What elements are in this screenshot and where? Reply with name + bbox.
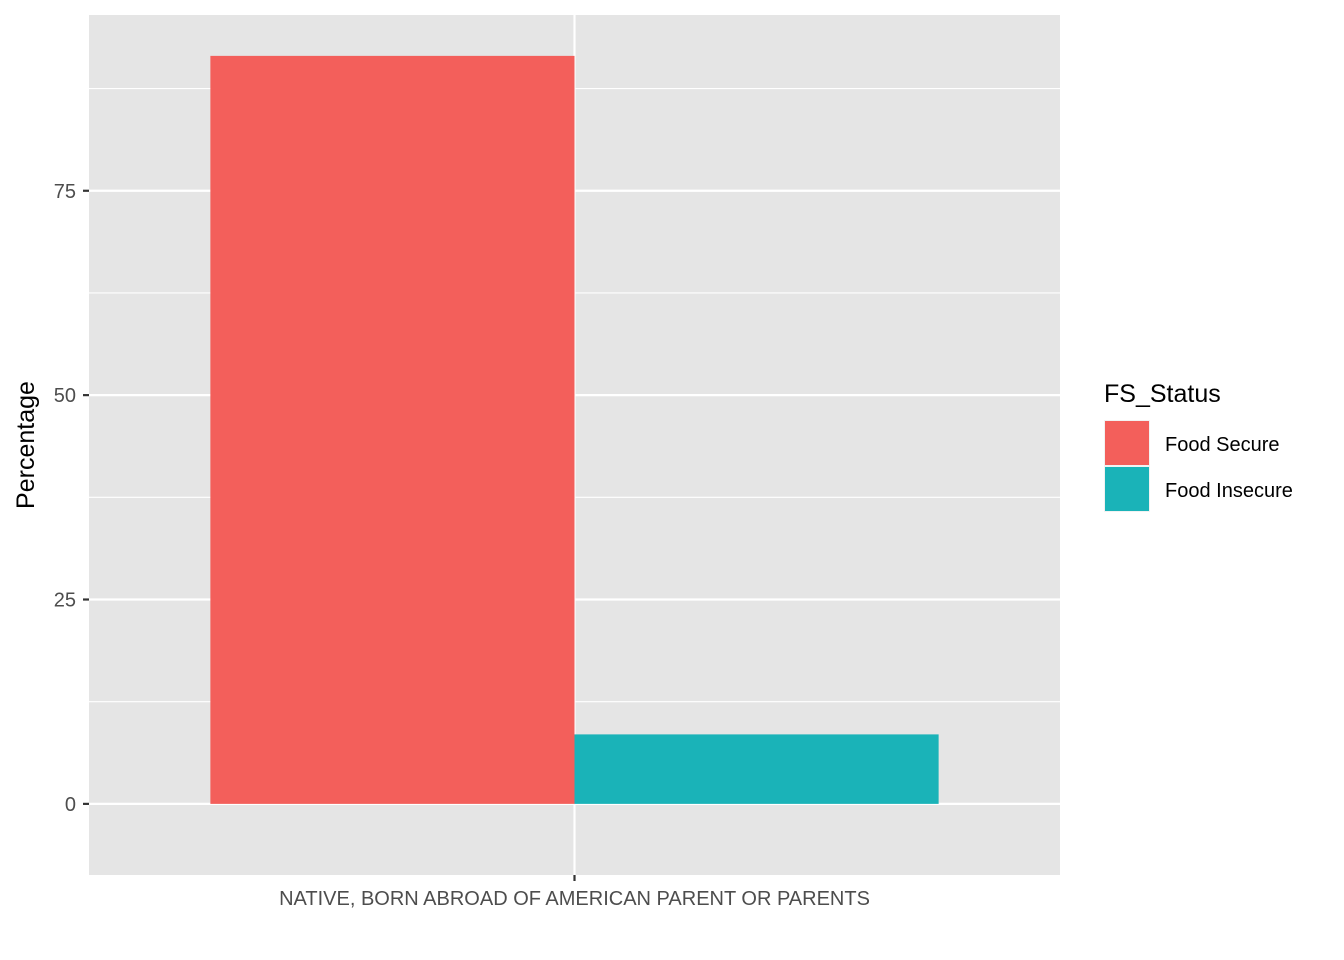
legend-label: Food Secure — [1165, 434, 1280, 456]
legend-key-swatch — [1105, 467, 1149, 511]
y-tick-label: 25 — [54, 590, 76, 612]
bars — [210, 55, 939, 804]
bar-food-secure — [210, 55, 575, 804]
legend: FS_Status Food Secure Food Insecure — [1104, 380, 1293, 512]
legend-label: Food Insecure — [1165, 480, 1293, 502]
y-tick-label: 75 — [54, 181, 76, 203]
y-axis: 0 25 50 75 — [54, 181, 89, 816]
y-tick-label: 50 — [54, 385, 76, 407]
x-axis: NATIVE, BORN ABROAD OF AMERICAN PARENT O… — [279, 875, 870, 910]
legend-key-swatch — [1105, 421, 1149, 465]
legend-title: FS_Status — [1104, 380, 1221, 408]
y-tick-label: 0 — [65, 794, 76, 816]
x-tick-label: NATIVE, BORN ABROAD OF AMERICAN PARENT O… — [279, 888, 870, 910]
bar-food-insecure — [574, 734, 939, 804]
y-axis-title: Percentage — [12, 381, 40, 509]
